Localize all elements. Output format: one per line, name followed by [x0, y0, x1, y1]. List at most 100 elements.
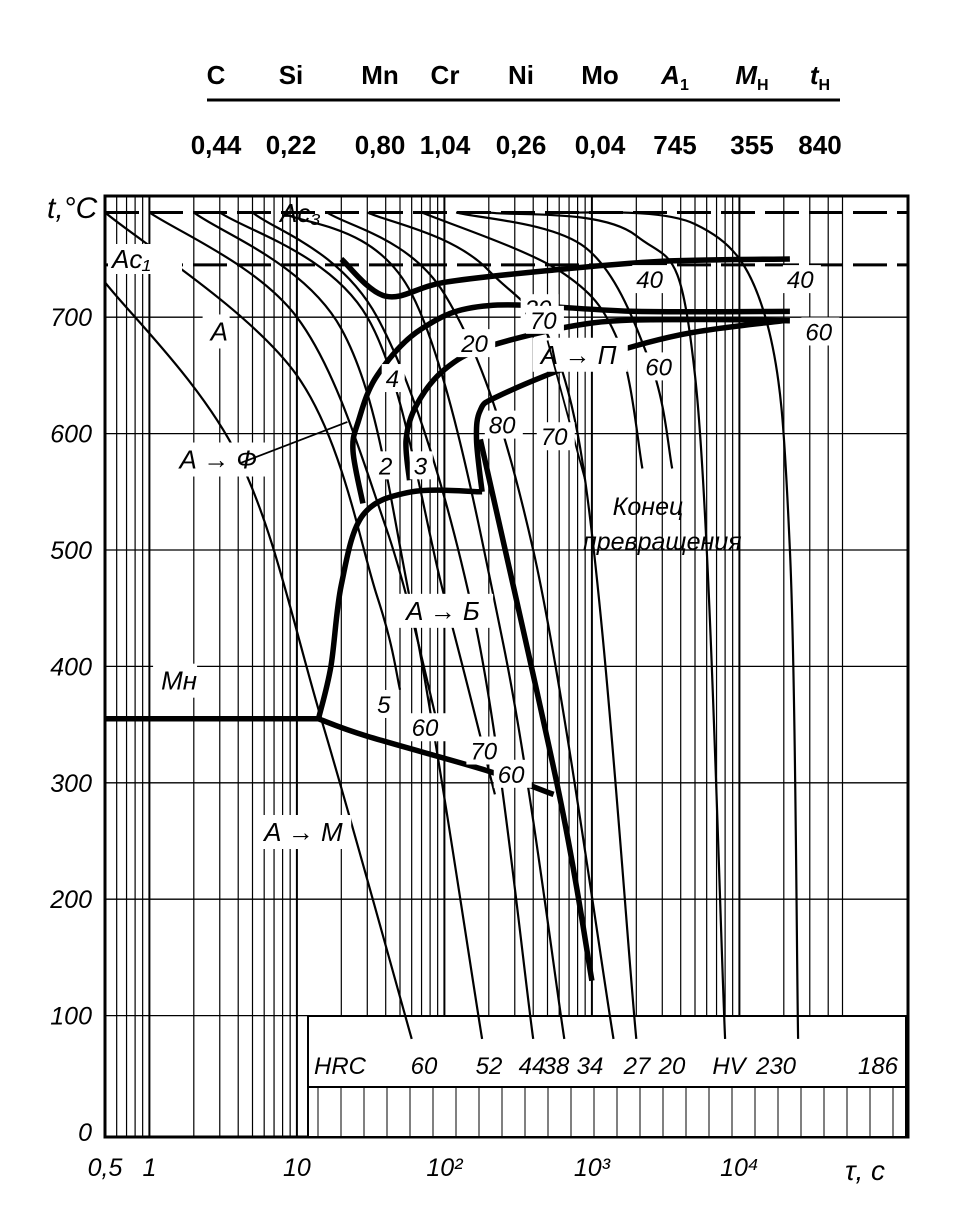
- annotation-7: Конец: [613, 493, 684, 521]
- curve-label-bg-16: [493, 759, 532, 788]
- curve-label-14: 60: [412, 715, 439, 742]
- curve-label-bg-12: [536, 422, 575, 451]
- curve-label-11: 70: [530, 308, 557, 335]
- cooling-curve-10: [421, 211, 644, 469]
- composition-table: C Si Mn Cr Ni Mo A1 MН tН 0,44 0,22 0,80 1,04 0,26 0,0…: [191, 60, 842, 160]
- transformation-curve-1: [339, 256, 790, 300]
- cooling-curve-13: [547, 211, 800, 1039]
- annotation-8: превращения: [583, 528, 742, 556]
- composition-value-4: 1,04: [420, 130, 471, 160]
- header-6: Mo: [581, 60, 619, 90]
- curve-label-bg-9: [641, 352, 680, 381]
- composition-value-1: 0,44: [191, 130, 242, 160]
- ac3-label: Ac₃: [278, 198, 321, 228]
- x-tick-label-5: 10³: [574, 1154, 611, 1182]
- y-tick-label-1: 0: [78, 1119, 92, 1147]
- cooling-curve-7: [282, 211, 566, 1040]
- cooling-curve-1: [104, 281, 413, 1040]
- y-tick-label-4: 300: [50, 770, 92, 798]
- ac1-label-bg: [108, 244, 182, 274]
- annotation-bg-6: [153, 663, 198, 698]
- annotation-1: A: [209, 316, 228, 346]
- curve-label-5: 20: [460, 331, 488, 358]
- curve-label-9: 60: [645, 354, 672, 381]
- header-7: A1: [660, 60, 689, 94]
- annotation-bg-5: [256, 815, 352, 849]
- x-axis-label: τ, с: [845, 1155, 885, 1186]
- curve-label-13: 80: [489, 413, 516, 440]
- curve-label-bg-3: [381, 364, 405, 393]
- hardness-label-10: 230: [755, 1053, 797, 1080]
- composition-value-8: 355: [730, 130, 773, 160]
- composition-value-5: 0,26: [496, 130, 547, 160]
- curve-label-10: 60: [805, 319, 832, 346]
- hardness-label-2: 60: [411, 1053, 438, 1080]
- pointer-a-f: [241, 421, 348, 464]
- hardness-label-5: 38: [543, 1053, 570, 1080]
- curve-label-1: 2: [378, 453, 392, 480]
- y-axis-label: t,°C: [47, 192, 98, 225]
- x-tick-label-1: 0,5: [88, 1154, 123, 1182]
- composition-value-7: 745: [653, 130, 696, 160]
- curve-label-2: 3: [414, 453, 428, 480]
- header-3: Mn: [361, 60, 399, 90]
- y-tick-label-8: 700: [50, 304, 92, 332]
- x-tick-label-6: 10⁴: [720, 1154, 759, 1182]
- header-5: Ni: [508, 60, 534, 90]
- curve-label-4: 5: [377, 692, 391, 719]
- cooling-curve-11: [455, 211, 674, 469]
- curve-label-bg-8: [782, 265, 821, 294]
- transformation-curve-4: [315, 487, 483, 720]
- cooling-curve-8: [326, 211, 615, 1040]
- composition-value-6: 0,04: [575, 130, 626, 160]
- hardness-label-4: 44: [519, 1053, 546, 1080]
- y-tick-label-6: 500: [50, 537, 92, 565]
- curve-label-bg-10: [801, 317, 840, 346]
- y-tick-label-7: 600: [50, 421, 92, 449]
- composition-value-9: 840: [798, 130, 841, 160]
- curves: [104, 210, 908, 1040]
- annotation-bg-1: [202, 314, 230, 349]
- curve-label-bg-2: [409, 451, 433, 480]
- curve-label-16: 60: [498, 762, 525, 789]
- hardness-label-1: HRC: [314, 1053, 367, 1080]
- x-tick-label-3: 10: [283, 1154, 311, 1182]
- cooling-curve-5: [219, 211, 496, 795]
- curve-label-3: 4: [386, 366, 399, 393]
- x-tick-label-4: 10²: [426, 1154, 464, 1182]
- header-9: tН: [810, 60, 830, 94]
- transformation-curve-6: [477, 438, 595, 982]
- cooling-curve-9: [366, 211, 638, 1040]
- curve-label-bg-1: [374, 451, 398, 480]
- curve-label-8: 40: [787, 267, 814, 294]
- composition-value-3: 0,80: [355, 130, 406, 160]
- header-1: C: [207, 60, 226, 90]
- annotation-3: A → Б: [404, 596, 480, 626]
- annotation-2: A → Ф: [178, 445, 258, 475]
- ac1-label: Ac₁: [110, 244, 151, 274]
- transformation-curve-5: [473, 317, 785, 493]
- curve-label-15: 70: [470, 739, 497, 766]
- header-8: MН: [735, 60, 768, 94]
- header-4: Cr: [431, 60, 460, 90]
- y-tick-label-2: 100: [50, 1003, 92, 1031]
- header-2: Si: [279, 60, 304, 90]
- annotation-5: A → M: [262, 817, 343, 847]
- grid: 0 100 200 300 400 500 600 700 0,5 1 10 10² 10³ 10⁴ t,°…: [47, 192, 910, 1186]
- curve-label-bg-13: [484, 410, 523, 439]
- annotation-6: Mн: [161, 666, 197, 696]
- hardness-label-11: 186: [858, 1053, 899, 1080]
- hardness-box: [307, 1015, 907, 1138]
- hardness-label-7: 27: [623, 1053, 652, 1080]
- curve-label-bg-4: [373, 689, 397, 718]
- cooling-curve-6: [251, 211, 535, 1040]
- curve-label-bg-7: [632, 265, 671, 294]
- hardness-label-8: 20: [658, 1053, 686, 1080]
- y-tick-label-5: 400: [50, 653, 92, 681]
- composition-value-2: 0,22: [266, 130, 317, 160]
- hardness-label-3: 52: [476, 1053, 503, 1080]
- x-tick-label-2: 1: [142, 1154, 156, 1182]
